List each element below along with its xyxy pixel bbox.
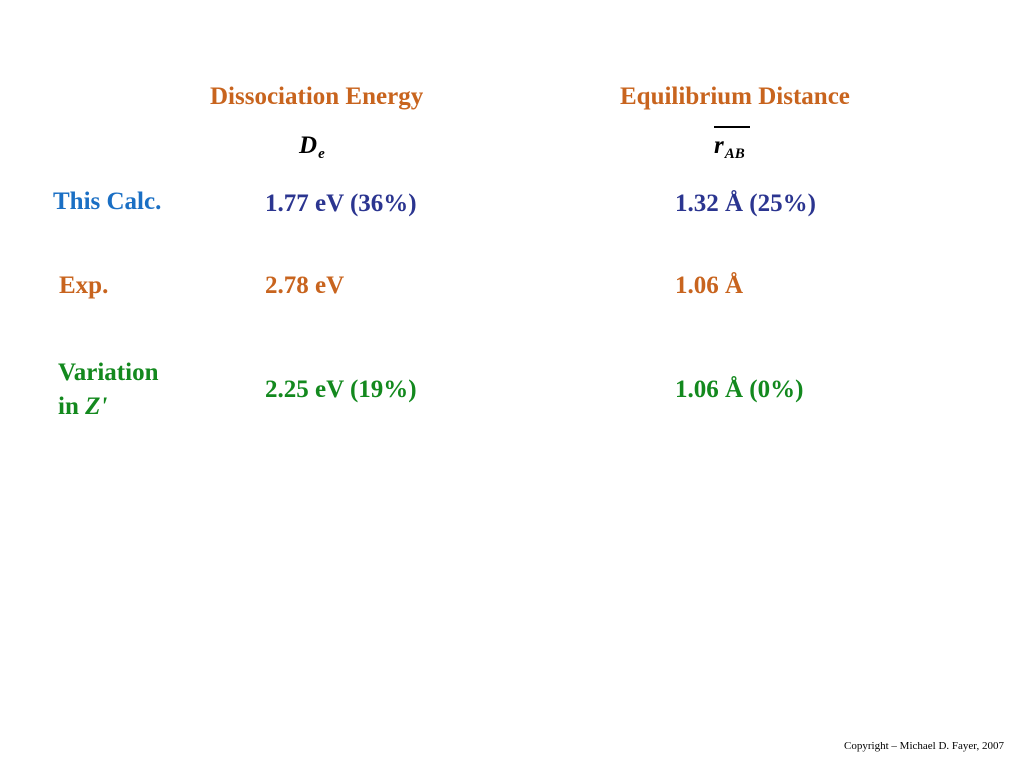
- row-variation-distance: 1.06 Å (0%): [675, 376, 804, 403]
- symbol-de-main: D: [299, 132, 318, 159]
- row-label-variation-line1: Variation: [58, 359, 159, 386]
- symbol-rab-subscript: AB: [724, 146, 745, 162]
- row-variation-energy: 2.25 eV (19%): [265, 376, 417, 403]
- row-label-this-calc: This Calc.: [53, 188, 162, 215]
- symbol-rab: rAB: [714, 131, 745, 164]
- row-label-variation-prefix: in: [58, 393, 86, 420]
- copyright-text: Copyright – Michael D. Fayer, 2007: [844, 740, 1004, 752]
- row-label-variation-line2: in Z': [58, 392, 107, 422]
- row-exp-energy: 2.78 eV: [265, 272, 345, 299]
- symbol-de-subscript: e: [318, 146, 325, 162]
- row-label-variation-var: Z': [85, 393, 108, 420]
- rab-overbar: [714, 126, 750, 128]
- row-this-calc-energy: 1.77 eV (36%): [265, 190, 417, 217]
- symbol-de: De: [299, 131, 325, 164]
- symbol-rab-main: r: [714, 132, 724, 159]
- row-label-exp: Exp.: [59, 272, 109, 299]
- row-this-calc-distance: 1.32 Å (25%): [675, 190, 816, 217]
- header-equilibrium-distance: Equilibrium Distance: [620, 83, 850, 110]
- row-exp-distance: 1.06 Å: [675, 272, 744, 299]
- header-dissociation-energy: Dissociation Energy: [210, 83, 424, 110]
